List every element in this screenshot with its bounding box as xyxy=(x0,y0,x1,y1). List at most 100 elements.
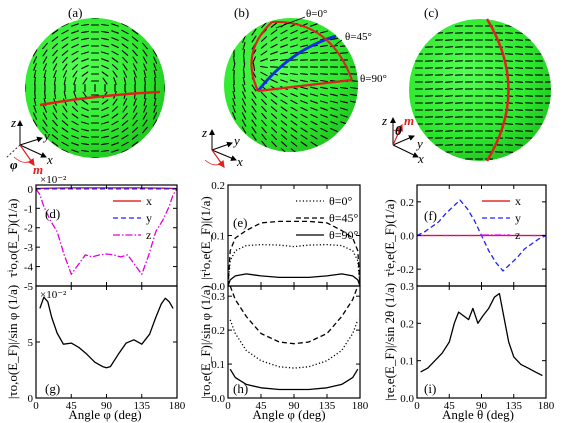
texture-dash xyxy=(73,91,77,99)
texture-dash xyxy=(280,29,288,35)
texture-dash xyxy=(101,121,109,125)
texture-dash xyxy=(111,135,119,139)
texture-dash xyxy=(280,120,288,126)
texture-dash xyxy=(310,100,318,104)
texture-dash xyxy=(34,76,36,86)
texture-dash xyxy=(81,44,89,48)
texture-dash xyxy=(63,77,67,85)
texture-dash xyxy=(309,52,319,54)
texture-dash xyxy=(320,121,328,125)
texture-dash xyxy=(81,30,89,34)
texture-dash xyxy=(52,112,58,120)
texture-dash xyxy=(131,127,139,133)
texture-dash xyxy=(242,42,246,50)
texture-dash xyxy=(121,127,129,133)
ytick-label-d: -3 xyxy=(24,242,34,254)
panel-label-h: (h) xyxy=(233,381,248,396)
texture-dash xyxy=(100,23,110,27)
texture-dash xyxy=(143,70,147,78)
texture-dash xyxy=(101,142,109,146)
texture-dash xyxy=(232,91,236,99)
texture-dash xyxy=(43,70,47,78)
texture-dash xyxy=(71,113,79,119)
texture-dash xyxy=(52,119,58,127)
texture-dash xyxy=(43,105,47,113)
texture-dash xyxy=(61,50,69,56)
texture-dash xyxy=(309,79,319,83)
texture-dash xyxy=(340,107,348,111)
texture-dash xyxy=(504,32,514,34)
texture-dash xyxy=(142,56,148,64)
texture-dash xyxy=(132,119,138,127)
texture-dash xyxy=(300,37,308,41)
svg-text:y: y xyxy=(232,133,240,148)
texture-dash xyxy=(514,95,524,97)
plot-area: 0-1-2-3-4-5xyz0.00.10.2θ=0°θ=45°θ=90°0.2… xyxy=(24,180,555,412)
texture-dash xyxy=(142,42,148,50)
texture-dash xyxy=(444,109,454,111)
texture-dash xyxy=(444,32,454,34)
texture-dash xyxy=(444,46,454,48)
texture-dash xyxy=(42,119,48,127)
svg-text:z: z xyxy=(10,115,16,130)
texture-dash xyxy=(514,123,524,125)
series-d-z xyxy=(36,188,177,275)
texture-dash xyxy=(270,43,278,49)
xtick-label-h: 135 xyxy=(319,400,336,412)
texture-dash xyxy=(261,98,267,106)
texture-dash xyxy=(504,130,514,132)
texture-dash xyxy=(270,22,278,28)
xtick-label-g: 180 xyxy=(169,400,186,412)
texture-dash xyxy=(102,77,108,85)
texture-dash xyxy=(43,63,47,71)
texture-dash xyxy=(300,120,308,126)
texture-dash xyxy=(42,49,48,57)
texture-dash xyxy=(251,98,257,106)
texture-dash xyxy=(142,119,148,127)
texture-dash xyxy=(350,93,358,97)
texture-dash xyxy=(51,29,59,35)
texture-dash xyxy=(251,112,257,120)
xlabel-i: Angle θ (deg) xyxy=(442,407,514,422)
texture-dash xyxy=(290,79,298,83)
texture-dash xyxy=(340,100,348,104)
ytick-label-d: -4 xyxy=(24,262,34,274)
texture-dash xyxy=(61,134,69,140)
xtick-label-h: 0 xyxy=(225,400,231,412)
series-h-0 xyxy=(229,319,359,369)
texture-dash xyxy=(71,57,79,63)
texture-dash xyxy=(111,37,119,41)
texture-dash xyxy=(51,43,59,49)
xtick-label-g: 0 xyxy=(33,400,39,412)
texture-dash xyxy=(290,113,298,119)
texture-dash xyxy=(300,141,308,147)
texture-dash xyxy=(444,39,454,41)
texture-dash xyxy=(290,44,298,48)
texture-dash xyxy=(111,30,119,34)
ytick-label-f: 0.0 xyxy=(400,231,414,243)
texture-dash xyxy=(132,49,138,57)
texture-dash xyxy=(310,23,318,27)
texture-dash xyxy=(152,119,158,127)
xtick-label-g: 90 xyxy=(101,400,113,412)
texture-dash xyxy=(504,39,514,41)
sphere-panel-a: (a) xyxy=(25,5,165,158)
xtick-label-i: 45 xyxy=(444,400,456,412)
svg-text:x: x xyxy=(236,154,243,169)
xtick-label-i: 90 xyxy=(476,400,488,412)
texture-dash xyxy=(261,133,267,141)
texture-dash xyxy=(113,77,117,85)
texture-dash xyxy=(81,71,89,77)
legend-label-e: θ=0° xyxy=(329,194,353,208)
texture-dash xyxy=(133,77,137,85)
axes-triad-b: z y x xyxy=(201,125,243,169)
texture-dash xyxy=(121,120,129,126)
sphere-b-pointer-45 xyxy=(334,39,343,46)
exponent-g: ×10⁻² xyxy=(40,289,67,301)
texture-dash xyxy=(112,70,118,78)
texture-dash xyxy=(289,72,299,76)
texture-dash xyxy=(42,112,48,120)
xtick-label-h: 45 xyxy=(256,400,268,412)
texture-dash xyxy=(133,70,137,78)
texture-dash xyxy=(340,114,348,118)
